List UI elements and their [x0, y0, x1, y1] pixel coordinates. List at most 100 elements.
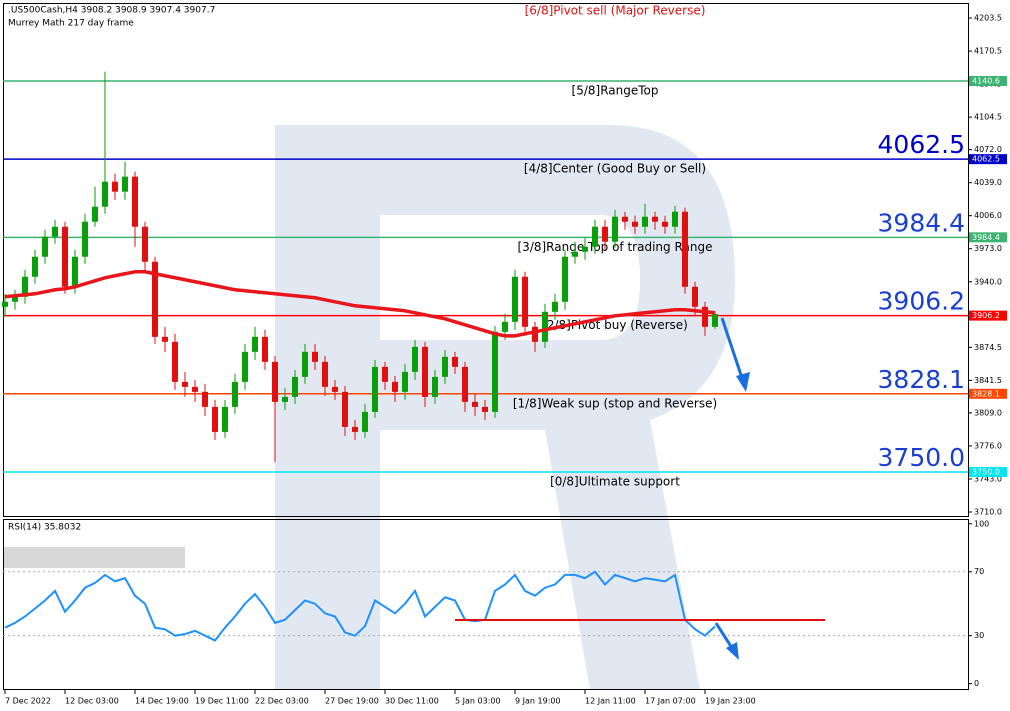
price-tag	[969, 75, 1007, 86]
y-tick-label: 70	[974, 567, 984, 576]
candle	[82, 213, 88, 264]
candle	[532, 321, 538, 352]
moving-average	[4, 270, 716, 338]
candle-body	[382, 366, 388, 382]
candle-body	[632, 221, 638, 227]
level-value-label: 3984.4	[878, 208, 965, 237]
candle-body	[532, 326, 538, 342]
candle-body	[712, 314, 718, 327]
candle	[22, 269, 28, 304]
candle-body	[232, 381, 238, 407]
price-tag	[969, 232, 1007, 243]
price-tag	[969, 310, 1007, 321]
candle-body	[582, 246, 588, 252]
level-annotation: [4/8]Center (Good Buy or Sell)	[524, 162, 706, 176]
candle	[432, 369, 438, 404]
candle-body	[542, 311, 548, 342]
candle-body	[212, 406, 218, 432]
candle	[442, 349, 448, 384]
x-tick-label: 19 Jan 23:00	[705, 697, 756, 706]
candle	[222, 399, 228, 438]
candle	[622, 211, 628, 230]
rsi-title: RSI(14) 35.8032	[8, 523, 81, 533]
candle	[542, 303, 548, 348]
shade-box	[3, 547, 185, 568]
candle	[12, 289, 18, 310]
candle	[472, 393, 478, 416]
chart-subtitle: Murrey Math 217 day frame	[8, 19, 134, 29]
candle-body	[182, 381, 188, 387]
candle	[42, 229, 48, 264]
candle-body	[682, 211, 688, 287]
x-tick-label: 12 Dec 03:00	[65, 697, 119, 706]
candle-body	[302, 351, 308, 377]
y-tick-label: 3710.0	[974, 507, 1002, 516]
candle-body	[152, 261, 158, 337]
candle-body	[672, 211, 678, 227]
y-tick-label: 4203.5	[974, 14, 1002, 23]
forecast-arrows	[714, 317, 750, 660]
candle	[142, 221, 148, 272]
x-tick-label: 27 Dec 19:00	[325, 697, 379, 706]
candle	[302, 343, 308, 384]
candle	[252, 326, 258, 360]
candle-body	[552, 301, 558, 312]
level-value-label: 4062.5	[878, 130, 965, 159]
candle-body	[492, 331, 498, 412]
candle-body	[502, 321, 508, 332]
level-annotation: [1/8]Weak sup (stop and Reverse)	[513, 396, 717, 410]
candle-body	[322, 361, 328, 387]
y-tick-label: 3776.0	[974, 441, 1002, 450]
candle	[642, 203, 648, 234]
candle	[192, 379, 198, 402]
y-tick-label: 4039.0	[974, 178, 1002, 187]
y-tick-label: 0	[974, 679, 979, 688]
candle	[212, 399, 218, 440]
candle-body	[252, 336, 258, 352]
candle	[392, 375, 398, 402]
y-tick-label: 3809.0	[974, 408, 1002, 417]
candle	[682, 207, 688, 294]
x-tick-label: 9 Jan 19:00	[515, 697, 561, 706]
price-tag	[969, 466, 1007, 477]
price-tag	[969, 154, 1007, 165]
candle-body	[132, 176, 138, 227]
candle	[662, 215, 668, 234]
candle	[612, 209, 618, 248]
candle	[342, 385, 348, 436]
candle	[282, 387, 288, 410]
rsi-line	[4, 570, 716, 642]
level-annotation: [5/8]RangeTop	[572, 83, 659, 97]
candle	[552, 293, 558, 320]
candle	[112, 173, 118, 200]
candle-body	[312, 351, 318, 362]
candle-body	[642, 216, 648, 227]
y-tick-label: 3940.0	[974, 277, 1002, 286]
candle	[522, 271, 528, 336]
candle-body	[202, 391, 208, 407]
candle-body	[72, 256, 78, 287]
candle-body	[222, 406, 228, 432]
candle-body	[392, 381, 398, 392]
candle	[152, 256, 158, 344]
candle-body	[102, 181, 108, 207]
candle	[512, 269, 518, 330]
candle-body	[292, 376, 298, 397]
candle-body	[652, 216, 658, 222]
x-tick-label: 19 Dec 11:00	[195, 697, 249, 706]
candle	[482, 399, 488, 420]
candle	[582, 237, 588, 260]
y-tick-label: 4006.0	[974, 211, 1002, 220]
candle	[312, 343, 318, 370]
candle-body	[602, 226, 608, 242]
candle-body	[362, 411, 368, 432]
y-tick-label: 100	[974, 519, 989, 528]
candle-body	[342, 391, 348, 427]
candle	[402, 363, 408, 400]
x-tick-label: 7 Dec 2022	[5, 697, 51, 706]
candle	[182, 371, 188, 397]
chart-title: .US500Cash,H4 3908.2 3908.9 3907.4 3907.…	[8, 6, 215, 16]
candle	[272, 355, 278, 462]
